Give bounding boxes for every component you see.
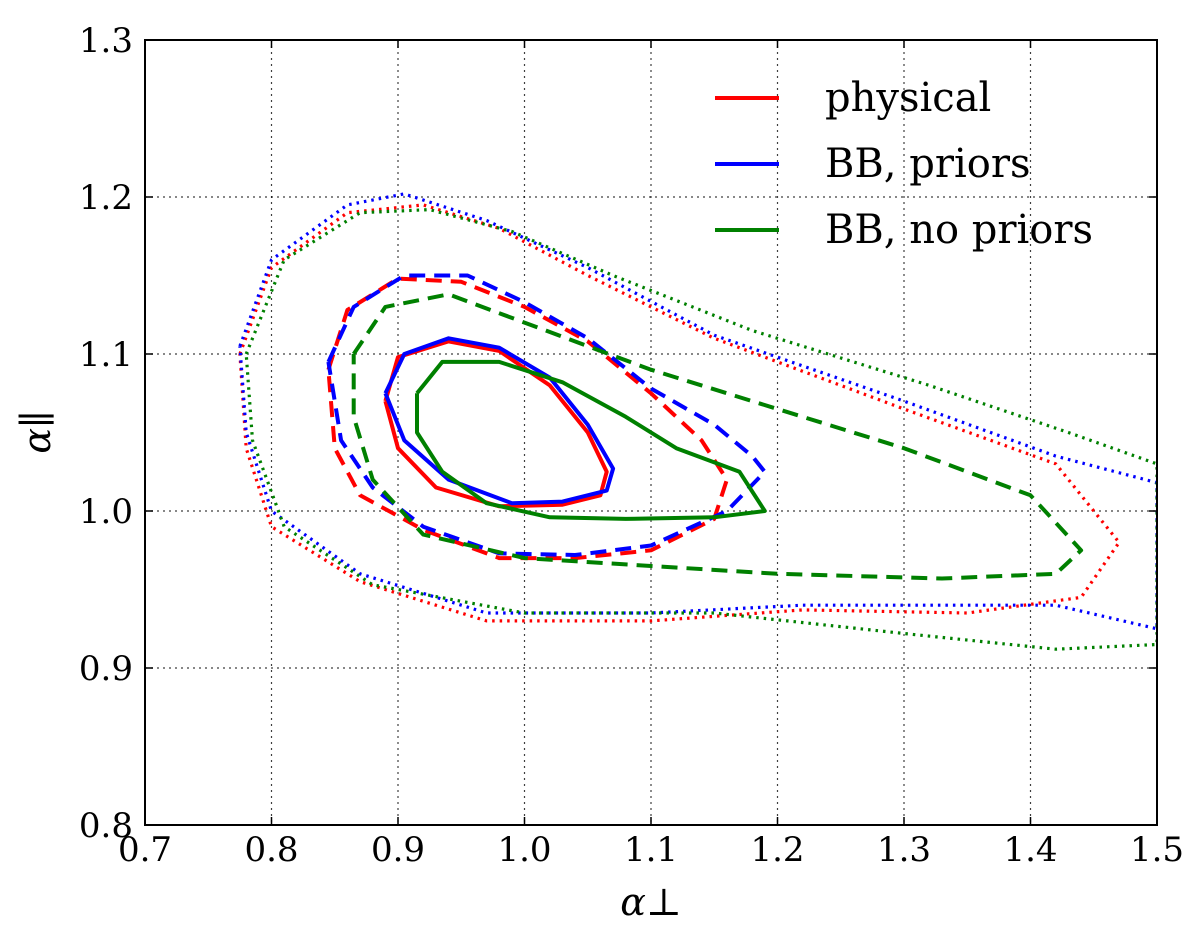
- grid-lines: [145, 40, 1157, 825]
- x-tick-label: 0.9: [371, 830, 425, 870]
- contour-physical-1-sigma: [383, 339, 609, 509]
- axis-ticks: 0.7 0.8 0.9 1.0 1.1 1.2 1.3 1.4 1.50.80.91.01.11…: [79, 21, 1184, 870]
- x-tick-label: 1.5: [1130, 830, 1184, 870]
- y-tick-label: 1.3: [79, 21, 133, 61]
- x-tick-label: 1.1: [624, 830, 678, 870]
- y-tick-label: 0.8: [79, 806, 133, 846]
- legend-label: BB, no priors: [825, 207, 1093, 253]
- contour-bb-priors-3-sigma: [238, 192, 1157, 631]
- y-tick-label: 0.9: [79, 649, 133, 689]
- x-tick-label: 1.0: [497, 830, 551, 870]
- x-axis-label: α⊥: [620, 880, 681, 924]
- x-tick-label: 1.4: [1003, 830, 1057, 870]
- y-axis-label: α∥: [15, 410, 59, 453]
- legend-label: physical: [825, 75, 991, 121]
- contour-physical-2-sigma: [326, 276, 729, 561]
- contour-lines: [238, 192, 1157, 651]
- contour-bb-no-priors-1-sigma: [415, 359, 767, 521]
- contour-physical-3-sigma: [238, 203, 1121, 623]
- contour-bb-priors-1-sigma: [383, 336, 616, 506]
- contour-bb-no-priors-2-sigma: [351, 292, 1084, 581]
- legend-label: BB, priors: [825, 141, 1030, 187]
- x-tick-label: 0.7: [118, 830, 172, 870]
- contour-bb-priors-2-sigma: [326, 273, 767, 557]
- contour-bb-no-priors-3-sigma: [244, 208, 1157, 651]
- legend: physical BB, priors BB, no priors: [715, 75, 1093, 253]
- x-tick-label: 0.8: [244, 830, 298, 870]
- y-tick-label: 1.0: [79, 492, 133, 532]
- y-tick-label: 1.2: [79, 178, 133, 218]
- y-tick-label: 1.1: [79, 335, 133, 375]
- x-tick-label: 1.2: [750, 830, 804, 870]
- x-tick-label: 1.3: [877, 830, 931, 870]
